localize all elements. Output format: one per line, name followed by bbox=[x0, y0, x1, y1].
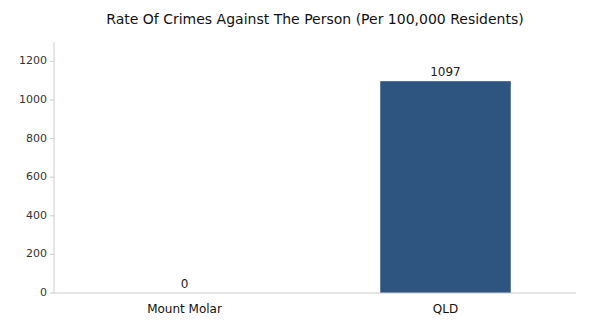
y-tick-label: 200 bbox=[26, 247, 47, 260]
bar bbox=[380, 81, 511, 293]
data-label: 0 bbox=[181, 277, 189, 291]
y-tick-label: 0 bbox=[40, 286, 47, 299]
chart-container: Rate Of Crimes Against The Person (Per 1… bbox=[0, 0, 592, 333]
y-tick bbox=[50, 138, 54, 139]
y-tick-label: 400 bbox=[26, 209, 47, 222]
y-tick-label: 1000 bbox=[19, 93, 47, 106]
y-tick-label: 600 bbox=[26, 170, 47, 183]
y-tick bbox=[50, 99, 54, 100]
y-axis-line bbox=[54, 42, 55, 293]
data-label: 1097 bbox=[430, 65, 461, 79]
x-tick-label: Mount Molar bbox=[147, 302, 222, 316]
y-tick bbox=[50, 254, 54, 255]
y-tick bbox=[50, 215, 54, 216]
y-tick bbox=[50, 177, 54, 178]
title: Rate Of Crimes Against The Person (Per 1… bbox=[106, 11, 523, 27]
bars bbox=[380, 81, 511, 293]
y-tick-label: 800 bbox=[26, 132, 47, 145]
x-axis-line bbox=[54, 293, 576, 294]
y-tick-label: 1200 bbox=[19, 54, 47, 67]
y-tick bbox=[50, 61, 54, 62]
chart-svg: Rate Of Crimes Against The Person (Per 1… bbox=[0, 0, 592, 333]
y-tick bbox=[50, 293, 54, 294]
x-tick-label: QLD bbox=[433, 302, 458, 316]
